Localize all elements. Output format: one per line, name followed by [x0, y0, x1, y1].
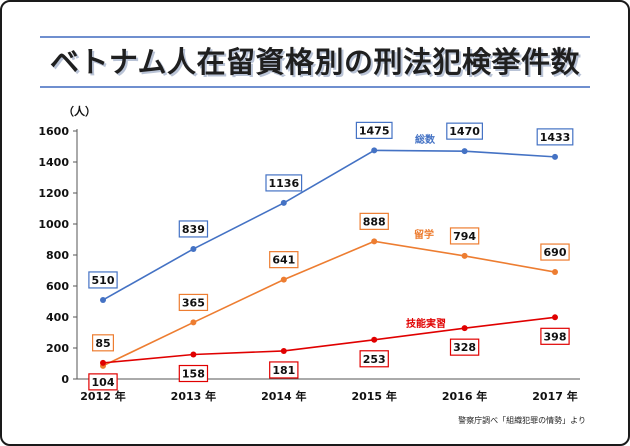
data-label-box: [355, 121, 393, 139]
y-tick-label: 1000: [38, 218, 69, 231]
data-label: 328: [453, 341, 476, 354]
data-point: [461, 252, 468, 259]
x-tick-label: 2017 年: [532, 389, 577, 403]
data-label-box: [269, 361, 299, 379]
data-point: [190, 351, 197, 358]
y-axis-unit: （人）: [63, 105, 96, 118]
x-tick-label: 2015 年: [351, 389, 396, 403]
series-line: [102, 316, 556, 364]
y-tick-label: 1200: [38, 187, 69, 200]
data-label: 510: [92, 274, 115, 287]
data-label: 641: [272, 254, 295, 267]
data-label: 253: [363, 353, 386, 366]
y-tick-label: 1600: [38, 125, 69, 138]
data-label-box: [540, 243, 570, 261]
data-point: [280, 347, 287, 354]
series-line: [102, 149, 556, 301]
data-label-box: [540, 327, 570, 345]
data-label-box: [536, 128, 574, 146]
data-label-box: [446, 122, 483, 140]
x-tick-label: 2014 年: [261, 389, 306, 403]
series-name-label: 総数: [415, 133, 436, 146]
data-label: 1433: [540, 131, 571, 144]
x-tick-label: 2012 年: [80, 389, 125, 403]
y-tick-label: 200: [46, 342, 69, 355]
chart-title: ベトナム人在留資格別の刑法犯検挙件数: [49, 45, 581, 79]
data-point: [280, 276, 287, 283]
data-label-box: [359, 350, 389, 368]
data-label-box: [88, 271, 118, 289]
data-label: 794: [453, 230, 476, 243]
data-label-box: [265, 174, 303, 192]
y-tick-label: 400: [46, 311, 69, 324]
data-point: [190, 319, 197, 326]
data-point: [552, 269, 558, 276]
series-name-label: 技能実習: [406, 317, 446, 330]
title-bottom-rule: [40, 86, 590, 88]
data-label-box: [449, 338, 480, 356]
data-label-box: [359, 212, 389, 230]
data-label: 365: [182, 296, 205, 309]
data-point: [100, 359, 106, 366]
data-point: [552, 153, 558, 160]
data-point: [190, 245, 197, 252]
y-tick-label: 0: [61, 373, 69, 386]
y-tick-label: 1400: [38, 156, 69, 169]
data-point: [552, 314, 558, 321]
data-point: [100, 296, 106, 303]
data-label: 158: [182, 368, 205, 381]
data-label-box: [178, 220, 209, 238]
data-label-box: [178, 293, 209, 312]
data-label-box: [269, 251, 299, 269]
x-tick-label: 2013 年: [171, 389, 216, 403]
y-tick-label: 600: [46, 280, 69, 293]
data-label: 839: [182, 223, 205, 236]
y-tick-label: 800: [46, 249, 69, 262]
data-label-box: [449, 227, 480, 245]
data-label: 104: [92, 376, 115, 389]
data-point: [371, 336, 378, 343]
series-line: [102, 240, 556, 367]
data-label-box: [178, 364, 209, 383]
data-label: 690: [544, 246, 567, 259]
series-name-label: 留学: [414, 228, 434, 241]
x-tick-label: 2016 年: [442, 389, 487, 403]
data-label: 1470: [449, 125, 480, 138]
source-note: 警察庁調べ「組織犯罪の情勢」より: [458, 416, 586, 425]
data-label-box: [88, 373, 118, 391]
data-point: [280, 199, 287, 206]
data-point: [461, 148, 468, 155]
data-label-box: [91, 334, 114, 352]
data-label: 1136: [268, 177, 299, 190]
data-label: 888: [363, 215, 386, 228]
data-label: 398: [544, 330, 567, 343]
title-top-rule: [40, 36, 590, 38]
data-label: 85: [95, 337, 110, 350]
data-point: [371, 238, 378, 245]
data-label: 181: [272, 364, 295, 377]
data-point: [371, 147, 378, 154]
data-label: 1475: [359, 124, 390, 137]
data-point: [461, 325, 468, 332]
